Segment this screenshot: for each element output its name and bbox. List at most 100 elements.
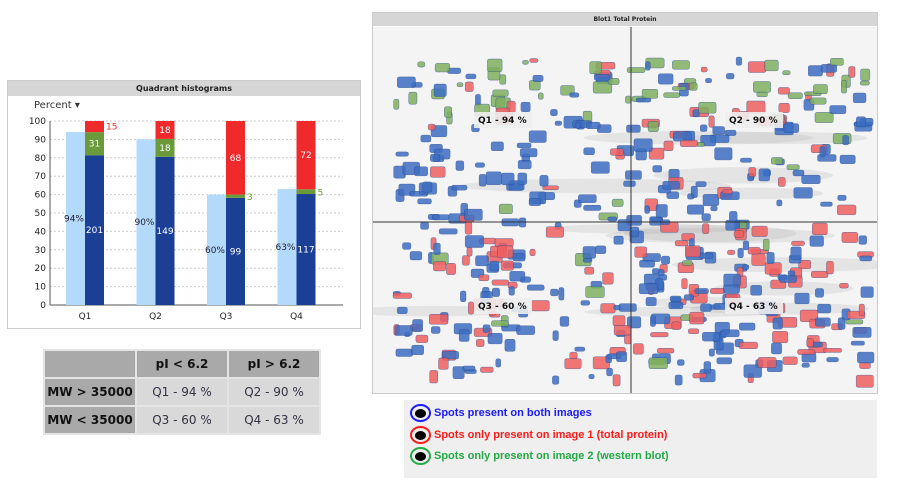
gel-spot bbox=[480, 366, 494, 373]
count-bar-segment bbox=[155, 156, 175, 305]
gel-spot bbox=[776, 199, 783, 207]
gel-spot bbox=[528, 130, 547, 143]
gel-spot bbox=[727, 249, 736, 255]
gel-spot bbox=[710, 205, 718, 212]
gel-spot bbox=[650, 315, 656, 327]
gel-spot bbox=[700, 124, 708, 132]
gel-spot bbox=[658, 269, 665, 276]
x-tick-label: Q1 bbox=[79, 312, 92, 322]
gel-spot bbox=[848, 66, 856, 78]
gel-spot bbox=[552, 375, 560, 385]
gel-spot bbox=[618, 303, 637, 312]
gel-spot bbox=[778, 177, 786, 187]
y-tick-label: 30 bbox=[35, 246, 47, 256]
cell: Q3 - 60 % bbox=[137, 407, 227, 433]
gel-spot bbox=[698, 252, 714, 259]
count-label: 5 bbox=[318, 189, 324, 199]
gel-spot bbox=[666, 191, 680, 199]
gel-spot bbox=[522, 60, 529, 65]
count-label: 68 bbox=[230, 154, 242, 164]
gel-spot bbox=[815, 288, 824, 298]
gel-spot bbox=[613, 325, 632, 336]
gel-spot bbox=[499, 74, 507, 85]
gel-spot bbox=[648, 147, 665, 160]
gel-spot bbox=[815, 317, 831, 327]
gel-spot bbox=[742, 240, 749, 251]
gel-spot bbox=[455, 160, 465, 171]
gel-spot bbox=[552, 330, 559, 341]
gel-spot bbox=[702, 223, 710, 234]
x-tick-label: Q4 bbox=[290, 312, 303, 322]
mode-label: Percent bbox=[34, 100, 72, 111]
count-label: 72 bbox=[300, 151, 311, 161]
count-bar-segment bbox=[155, 138, 175, 157]
gel-spot bbox=[829, 105, 847, 115]
gel-spot bbox=[485, 171, 502, 185]
gel-spot bbox=[396, 306, 408, 314]
gel-spot bbox=[616, 351, 627, 362]
gel-image[interactable]: Q1 - 94 % Q2 - 90 % Q3 - 60 % Q4 - 63 % bbox=[373, 27, 877, 393]
gel-spot bbox=[839, 283, 849, 289]
gel-spot bbox=[610, 148, 624, 156]
gel-spot bbox=[671, 86, 687, 91]
gel-spot bbox=[626, 124, 641, 133]
gel-spot bbox=[612, 315, 626, 327]
percent-bar bbox=[136, 139, 156, 305]
gel-spot bbox=[444, 106, 452, 118]
gel-spot bbox=[790, 246, 802, 260]
gel-spot bbox=[409, 251, 423, 261]
gel-spot bbox=[586, 121, 601, 129]
gel-spot bbox=[516, 142, 532, 149]
gel-spot bbox=[465, 73, 477, 80]
quadrant-table: pI < 6.2 pI > 6.2 MW > 35000 Q1 - 94 % Q2 -… bbox=[43, 349, 321, 435]
gel-spot bbox=[433, 261, 446, 272]
gel-spot bbox=[626, 67, 646, 73]
gel-spot bbox=[417, 61, 426, 68]
count-bar-segment bbox=[155, 121, 175, 139]
gel-spot bbox=[700, 66, 708, 73]
gel-spot bbox=[495, 358, 501, 368]
gel-spot bbox=[837, 194, 847, 201]
count-label: 99 bbox=[230, 247, 242, 257]
mode-dropdown[interactable]: Percent ▾ bbox=[34, 100, 80, 111]
gel-spot bbox=[673, 131, 692, 142]
cell: Q2 - 90 % bbox=[229, 379, 319, 405]
y-tick-label: 80 bbox=[35, 154, 47, 164]
gel-spot bbox=[420, 221, 429, 230]
gel-spot bbox=[464, 235, 484, 248]
cell: Q1 - 94 % bbox=[137, 379, 227, 405]
gel-spot bbox=[584, 266, 595, 275]
gel-spot bbox=[702, 332, 721, 342]
gel-spot bbox=[782, 70, 791, 76]
gel-spot bbox=[645, 61, 651, 71]
gel-spot bbox=[694, 288, 709, 294]
y-tick-label: 100 bbox=[29, 117, 46, 127]
gel-spot bbox=[411, 344, 424, 355]
gel-spot bbox=[839, 154, 856, 164]
gel-spot bbox=[441, 351, 459, 360]
gel-spot bbox=[698, 102, 717, 114]
gel-spot bbox=[826, 261, 834, 275]
gel-spot bbox=[491, 279, 510, 286]
gel-spot bbox=[583, 147, 595, 155]
gel-spot bbox=[701, 213, 711, 221]
gel-spot bbox=[487, 58, 503, 72]
gel-spot bbox=[564, 358, 582, 370]
count-bar-segment bbox=[85, 155, 104, 305]
gel-spot bbox=[501, 172, 515, 186]
gel-spot bbox=[517, 172, 527, 185]
gel-spot bbox=[634, 246, 647, 258]
gel-spot bbox=[674, 374, 683, 386]
gel-spot bbox=[415, 334, 429, 343]
count-label: 117 bbox=[297, 246, 314, 256]
gel-spot bbox=[799, 309, 819, 322]
gel-spot bbox=[438, 228, 458, 235]
gel-spot bbox=[476, 339, 485, 347]
y-tick-label: 0 bbox=[40, 301, 46, 311]
gel-spot bbox=[778, 103, 790, 113]
gel-spot bbox=[857, 351, 875, 364]
y-tick-label: 90 bbox=[35, 135, 47, 145]
gel-spot bbox=[661, 255, 670, 265]
spot-icon bbox=[410, 404, 431, 422]
gel-spot bbox=[519, 148, 538, 158]
